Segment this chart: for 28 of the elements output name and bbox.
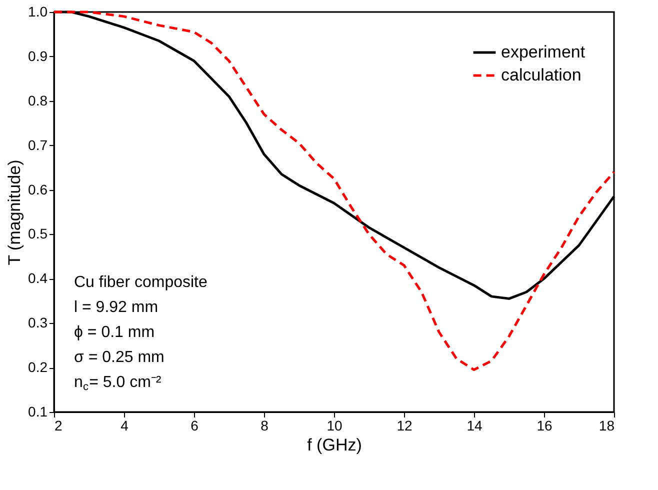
x-tick-label: 2 — [54, 418, 62, 434]
x-axis-title: f (GHz) — [307, 436, 362, 454]
legend-label: experiment — [501, 42, 586, 62]
x-tick-label: 6 — [190, 418, 199, 434]
legend-label: calculation — [501, 66, 582, 84]
y-tick-label: 0.8 — [28, 92, 48, 108]
y-tick-label: 1.0 — [28, 4, 48, 20]
x-tick-label: 18 — [598, 418, 615, 434]
annotation: ϕ = 0.1 mm — [74, 324, 155, 341]
x-tick-label: 16 — [536, 418, 552, 434]
annotation: l = 9.92 mm — [74, 299, 158, 316]
y-tick-label: 0.4 — [28, 270, 48, 286]
x-tick-label: 8 — [260, 418, 269, 434]
y-tick-label: 0.2 — [28, 359, 48, 376]
y-tick-label: 0.5 — [28, 226, 48, 242]
y-tick-label: 0.7 — [28, 136, 48, 153]
x-tick-label: 14 — [466, 418, 482, 434]
x-tick-label: 12 — [396, 418, 412, 434]
y-axis-title: T (magnitude) — [5, 160, 24, 266]
y-tick-label: 0.6 — [28, 181, 48, 198]
y-tick-label: 0.1 — [28, 404, 48, 420]
y-tick-label: 0.9 — [28, 48, 48, 64]
annotation: σ = 0.25 mm — [74, 349, 164, 366]
annotation: Cu fiber composite — [74, 274, 208, 291]
line-series — [52, 10, 616, 372]
x-tick-label: 4 — [120, 418, 129, 434]
y-tick-label: 0.3 — [28, 314, 48, 331]
x-tick-label: 10 — [326, 418, 342, 434]
